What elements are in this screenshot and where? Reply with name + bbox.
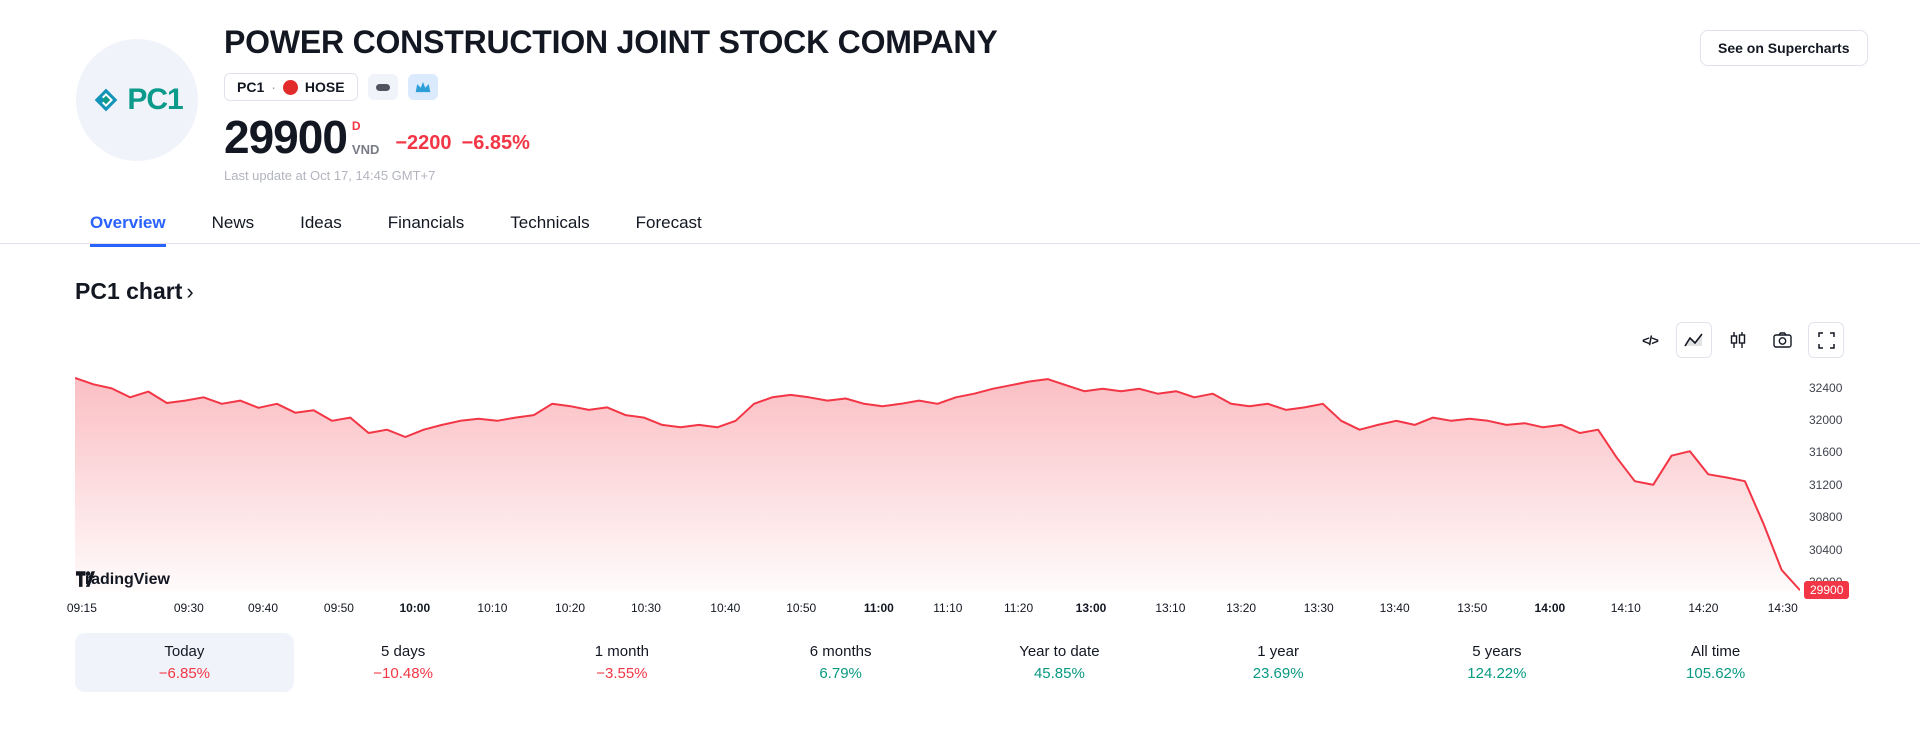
x-axis-label: 11:10 [933,601,963,615]
pill-chip-button[interactable] [367,74,398,100]
period-6-months[interactable]: 6 months 6.79% [809,643,872,682]
y-axis-label: 30800 [1809,510,1843,525]
x-axis-label: 09:40 [248,601,279,615]
x-axis-label: 09:50 [323,601,354,615]
x-axis-label: 13:20 [1226,601,1257,615]
y-axis-label: 32000 [1809,413,1843,427]
y-axis-label: 31200 [1809,477,1843,492]
company-logo: PC1 [76,39,198,161]
price-chart[interactable]: TradingView 32400 32000 31600 31200 30800 304… [67,373,1850,615]
pill-icon [375,83,390,91]
chart-section-link[interactable]: PC1 chart › [75,278,194,305]
symbol-ticker: PC1 [237,79,265,95]
x-axis-label: 10:30 [630,601,661,615]
x-axis-label: 10:10 [477,601,508,615]
tab-forecast[interactable]: Forecast [635,213,702,232]
area-chart-icon [1684,333,1703,347]
fullscreen-icon [1817,331,1835,349]
period-1-year[interactable]: 1 year 23.69% [1252,643,1304,682]
symbol-row: PC1 · HOSE [224,73,1624,101]
x-axis-label: 13:00 [1075,601,1107,615]
separator-dot: · [271,79,276,95]
x-axis-label: 13:30 [1303,601,1334,615]
tab-financials[interactable]: Financials [387,213,465,232]
hose-exchange-icon [282,79,298,95]
chevron-right-icon: › [186,279,194,304]
x-axis-label: 13:40 [1379,601,1410,615]
tradingview-logo-icon [76,571,95,587]
x-axis-label: 09:30 [173,601,204,615]
see-on-supercharts-button[interactable]: See on Supercharts [1700,30,1868,66]
session-flag: D [351,119,361,133]
code-icon: </> [1642,332,1659,348]
x-axis-label: 10:50 [786,601,817,615]
candles-chart-type-button[interactable] [1720,322,1756,358]
x-axis-label: 09:15 [66,601,97,615]
period-today[interactable]: Today −6.85% [75,633,294,692]
change-absolute: −2200 [395,132,452,154]
x-axis-label: 14:30 [1767,601,1798,615]
tab-technicals[interactable]: Technicals [510,213,590,232]
chart-section-title: PC1 chart [75,278,183,304]
period-5-days[interactable]: 5 days −10.48% [373,643,433,682]
symbol-exchange-badge[interactable]: PC1 · HOSE [224,73,358,101]
price-change: −2200 −6.85% [395,132,530,159]
x-axis-label: 11:00 [863,601,894,615]
pc1-diamond-icon [94,88,118,112]
tradingview-attribution[interactable]: TradingView [76,571,170,589]
x-axis-label: 13:50 [1457,601,1488,615]
price-meta: D VND [352,117,379,159]
tradingview-label: TradingView [76,571,170,588]
x-axis-label: 14:20 [1688,601,1719,615]
period-selector: Today −6.85% 5 days −10.48% 1 month −3.5… [75,633,1825,692]
price-row: 29900 D VND −2200 −6.85% [224,111,1624,163]
x-axis-label: 10:00 [399,601,431,615]
y-axis-label: 31600 [1809,445,1843,460]
code-view-button[interactable]: </> [1632,322,1668,358]
x-axis-label: 10:20 [555,601,586,615]
snapshot-button[interactable] [1764,322,1800,358]
tab-news[interactable]: News [211,213,255,232]
header-main: POWER CONSTRUCTION JOINT STOCK COMPANY P… [224,24,1624,183]
fullscreen-button[interactable] [1808,322,1844,358]
x-axis-label: 14:10 [1610,601,1641,615]
company-name: POWER CONSTRUCTION JOINT STOCK COMPANY [224,24,998,60]
area-chart-plot[interactable] [75,373,1800,591]
period-year-to-date[interactable]: Year to date 45.85% [1019,643,1100,682]
tabs-divider [0,243,1920,244]
tab-ideas[interactable]: Ideas [300,213,342,232]
change-percent: −6.85% [461,132,530,154]
x-axis-label: 13:10 [1155,601,1186,615]
x-axis-label: 10:40 [710,601,741,615]
currency-label: VND [351,142,380,157]
period-all-time[interactable]: All time 105.62% [1686,643,1746,682]
y-axis-label: 32400 [1809,380,1843,395]
x-axis-label: 14:00 [1534,601,1566,615]
current-price: 29900 [224,111,348,163]
last-update-text: Last update at Oct 17, 14:45 GMT+7 [224,168,436,183]
camera-icon [1772,332,1792,348]
crown-icon [415,81,430,93]
x-axis-label: 11:20 [1003,601,1034,615]
symbol-tabs: Overview News Ideas Financials Technical… [90,213,702,247]
period-5-years[interactable]: 5 years 124.22% [1467,643,1527,682]
chart-toolbar: </> [1632,322,1844,358]
area-chart-type-button[interactable] [1676,322,1712,358]
index-membership-button[interactable] [407,74,438,100]
y-axis-label: 30400 [1809,542,1843,557]
tab-overview[interactable]: Overview [90,213,166,247]
period-1-month[interactable]: 1 month −3.55% [594,643,649,682]
candles-icon [1730,332,1746,348]
exchange-name: HOSE [304,79,345,95]
last-price-badge: 29900 [1804,581,1850,600]
logo-text: PC1 [127,83,183,116]
